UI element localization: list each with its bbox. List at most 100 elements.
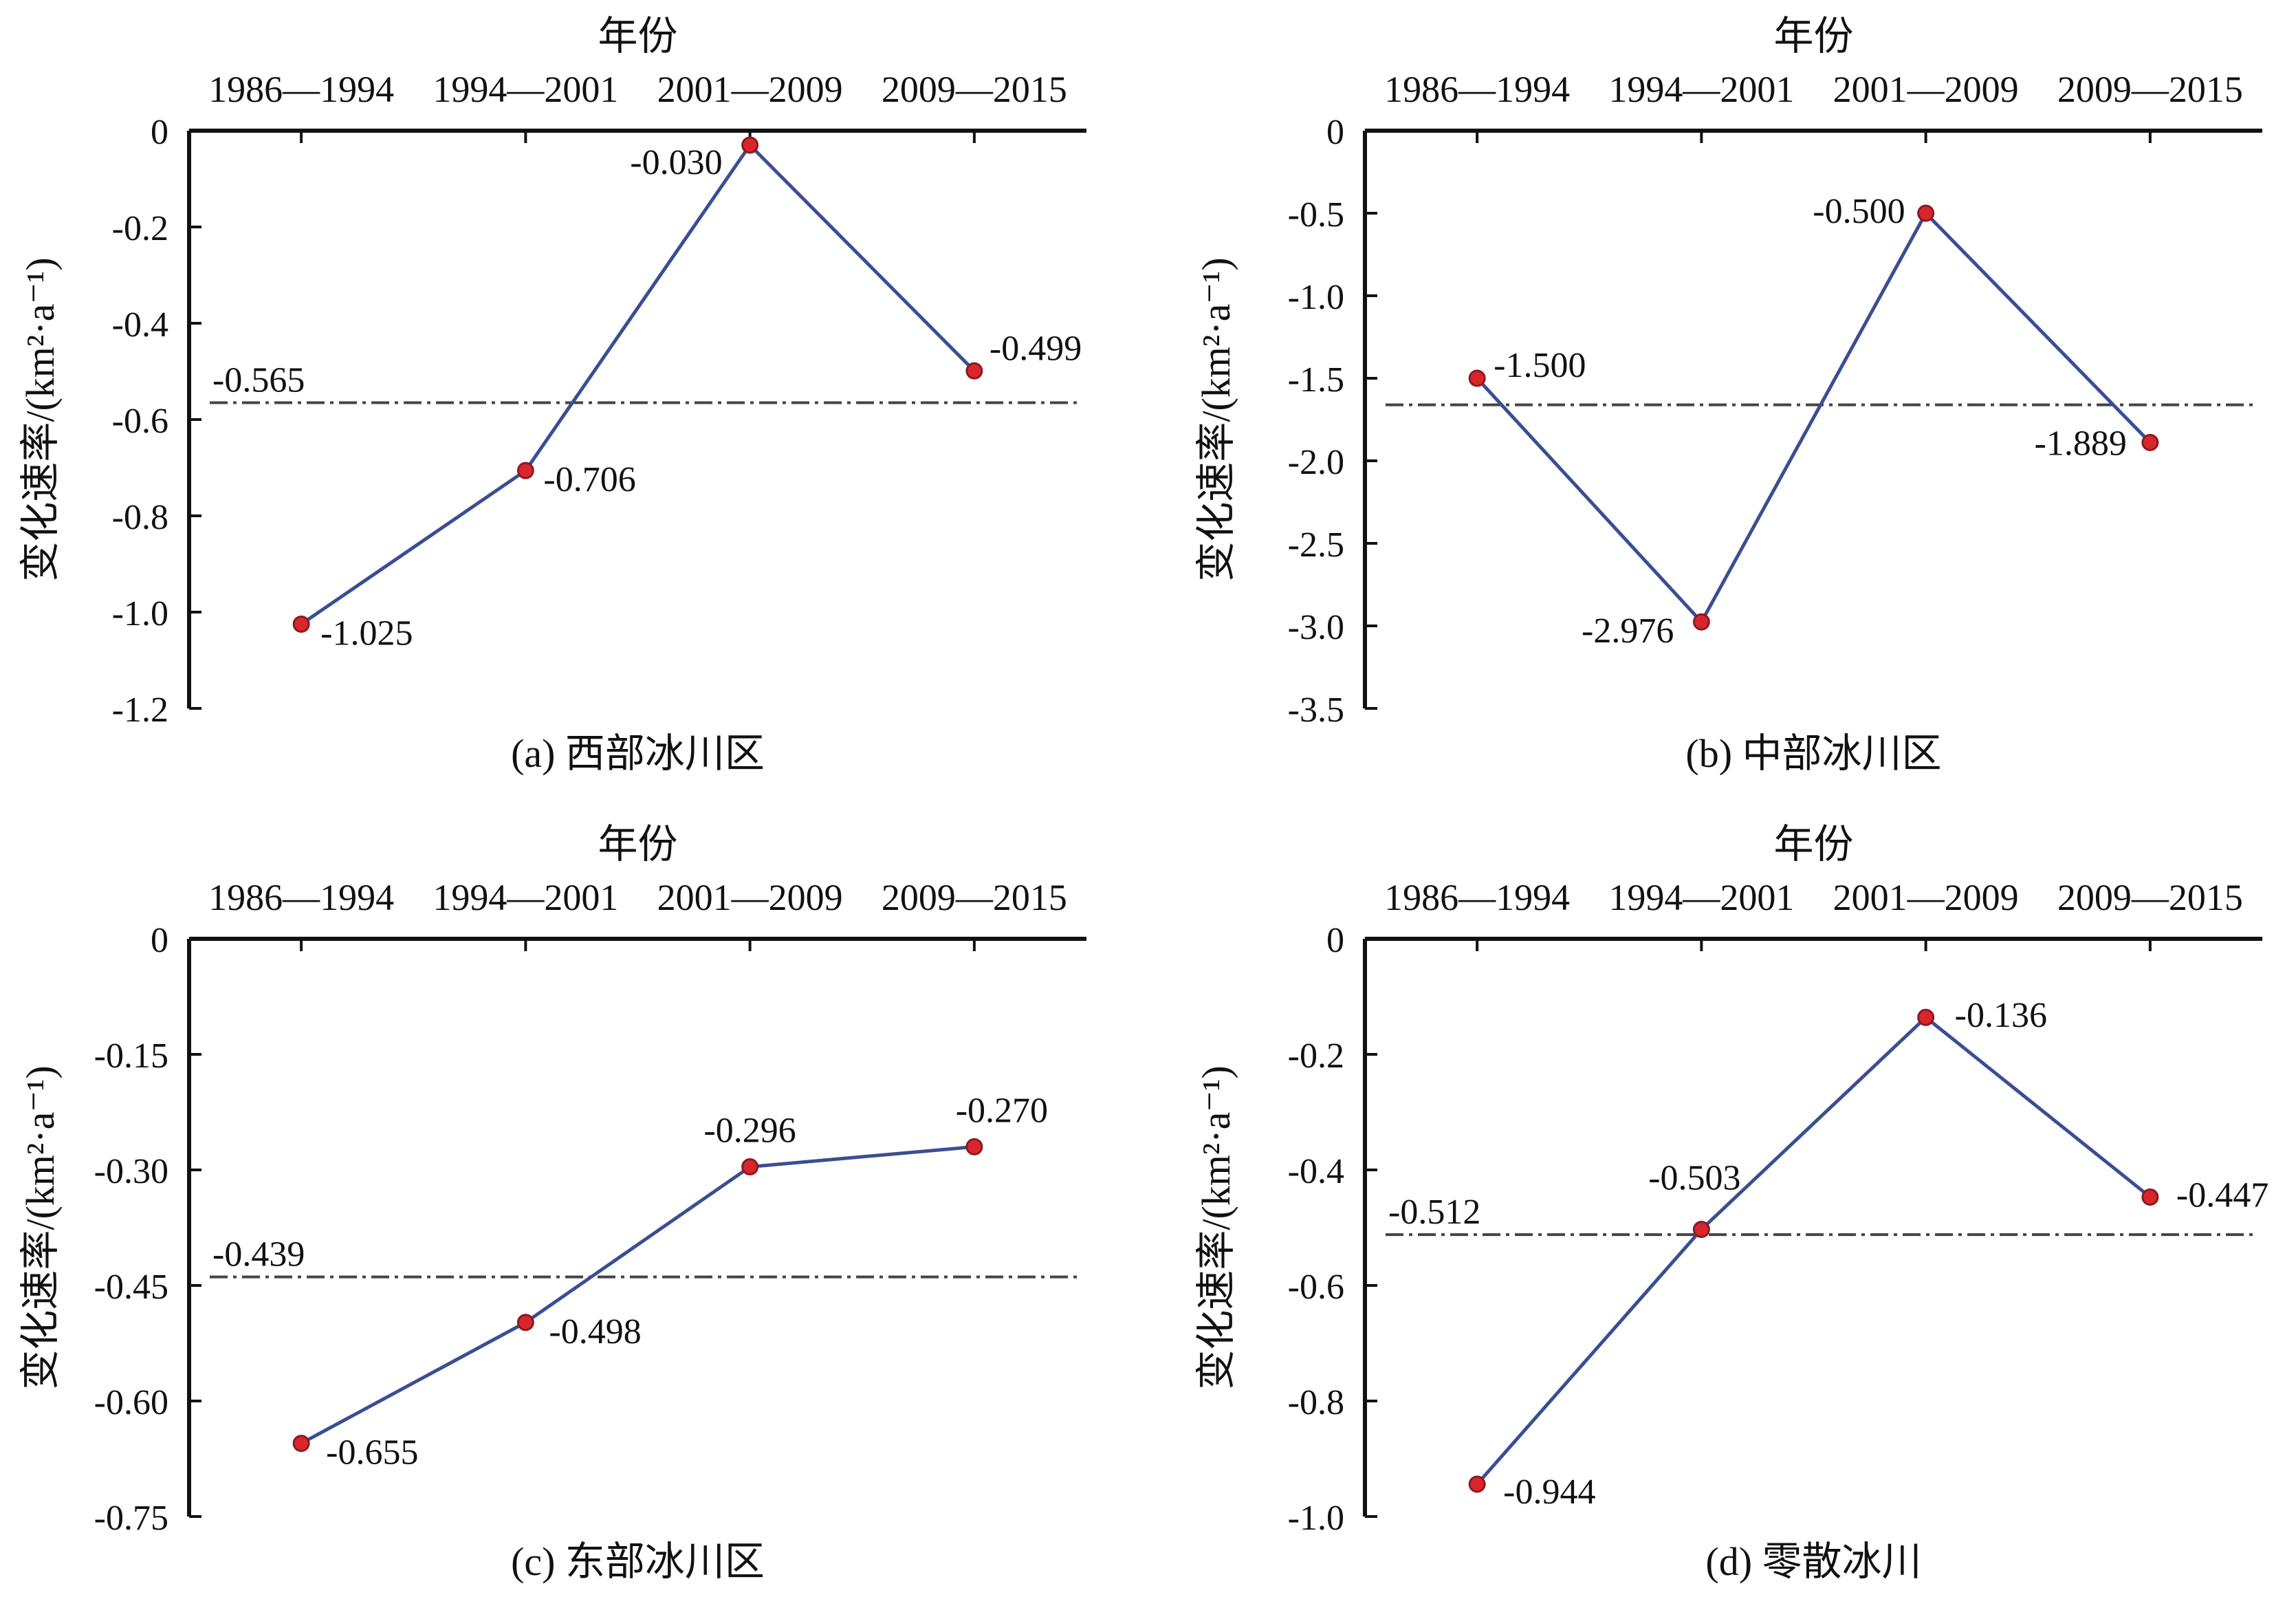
y-tick-label: -0.60 [94, 1383, 168, 1422]
data-label: -1.025 [320, 614, 413, 653]
data-label: -0.503 [1648, 1159, 1740, 1198]
data-point [741, 136, 759, 154]
data-label: -0.270 [956, 1091, 1048, 1130]
data-point [1468, 369, 1486, 387]
data-point [1692, 1221, 1710, 1239]
x-axis-title: 年份 [1773, 14, 1853, 58]
y-tick-label: -0.75 [94, 1499, 168, 1538]
mean-label: -0.439 [212, 1235, 305, 1274]
y-tick-label: 0 [1326, 921, 1344, 960]
series-line [300, 143, 976, 626]
mean-label: -0.565 [212, 361, 305, 400]
x-tick-label: 2001—2009 [1833, 877, 2019, 918]
data-label: -0.655 [326, 1433, 418, 1473]
y-tick-label: -1.2 [112, 691, 168, 730]
data-label: -0.447 [2176, 1175, 2268, 1215]
x-axis-title: 年份 [598, 14, 677, 58]
x-tick-label: 1986—1994 [1384, 69, 1570, 110]
y-tick-label: -2.0 [1288, 443, 1344, 482]
y-tick-label: -1.5 [1288, 360, 1344, 400]
panel-caption: (a) 西部冰川区 [511, 731, 765, 776]
data-point [2141, 433, 2159, 451]
y-axis-title: 变化速率/(km²·a⁻¹) [18, 1065, 63, 1389]
data-point [516, 1314, 534, 1332]
panel-c: 1986—1994 1994—2001 2001—2009 2009—2015 年份 0 -… [18, 822, 1086, 1584]
y-tick-label: -0.4 [112, 305, 168, 345]
y-tick-label: -0.6 [1288, 1268, 1344, 1307]
panel-a: 1986—1994 1994—2001 2001—2009 2009—2015 年份 0 -… [18, 14, 1086, 776]
y-tick-label: -0.15 [94, 1036, 168, 1076]
panel-caption: (d) 零散冰川 [1705, 1539, 1921, 1584]
x-tick-label: 1994—2001 [433, 69, 618, 110]
data-label: -2.976 [1582, 611, 1674, 651]
y-tick-label: 0 [151, 113, 168, 152]
data-point [1917, 1008, 1935, 1026]
data-label: -1.500 [1494, 346, 1586, 385]
y-tick-label: -3.0 [1288, 608, 1344, 647]
y-axis-title: 变化速率/(km²·a⁻¹) [1194, 1065, 1238, 1389]
y-tick-label: -1.0 [112, 594, 168, 633]
x-tick-label: 2001—2009 [1833, 69, 2019, 110]
data-label: -0.296 [703, 1111, 796, 1151]
x-axis-title: 年份 [1773, 822, 1853, 867]
data-point [1468, 1475, 1486, 1493]
y-tick-label: -0.2 [1288, 1036, 1344, 1076]
mean-label: -0.512 [1388, 1193, 1480, 1232]
y-tick-label: 0 [151, 921, 168, 960]
y-axis-title: 变化速率/(km²·a⁻¹) [18, 257, 63, 581]
y-tick-label: -3.5 [1288, 691, 1344, 730]
data-label: -0.498 [549, 1312, 641, 1351]
data-label: -0.944 [1503, 1473, 1595, 1512]
data-point [1692, 613, 1710, 631]
panel-caption: (b) 中部冰川区 [1685, 731, 1941, 776]
data-point [292, 1435, 310, 1453]
x-tick-label: 1986—1994 [208, 877, 394, 918]
data-label: -0.499 [990, 329, 1082, 368]
y-tick-label: 0 [1326, 113, 1344, 152]
data-label: -0.706 [543, 460, 635, 499]
x-tick-label: 1994—2001 [1608, 69, 1794, 110]
data-point [741, 1158, 759, 1176]
y-tick-label: -1.0 [1288, 278, 1344, 317]
x-tick-label: 1994—2001 [433, 877, 618, 918]
y-tick-label: -0.8 [1288, 1383, 1344, 1422]
y-tick-label: -0.6 [112, 402, 168, 441]
x-tick-label: 2001—2009 [657, 877, 843, 918]
panel-caption: (c) 东部冰川区 [511, 1539, 765, 1584]
x-tick-label: 1986—1994 [1384, 877, 1570, 918]
data-point [516, 461, 534, 479]
data-point [965, 1138, 983, 1155]
x-tick-label: 2001—2009 [657, 69, 843, 110]
x-tick-label: 1994—2001 [1608, 877, 1794, 918]
data-point [1917, 204, 1935, 222]
x-tick-label: 1986—1994 [208, 69, 394, 110]
x-tick-label: 2009—2015 [882, 69, 1067, 110]
data-label: -0.030 [630, 143, 722, 182]
x-tick-label: 2009—2015 [2057, 877, 2243, 918]
y-tick-label: -0.8 [112, 498, 168, 537]
panel-b: 1986—1994 1994—2001 2001—2009 2009—2015 年份 0 -… [1194, 14, 2262, 776]
y-tick-label: -0.4 [1288, 1152, 1344, 1191]
y-axis-title: 变化速率/(km²·a⁻¹) [1194, 257, 1238, 581]
series-line [1476, 211, 2152, 624]
panel-d: 1986—1994 1994—2001 2001—2009 2009—2015 年份 0 -… [1194, 822, 2268, 1584]
x-tick-label: 2009—2015 [882, 877, 1067, 918]
data-point [2141, 1188, 2159, 1206]
data-label: -1.889 [2035, 424, 2127, 463]
y-tick-label: -0.30 [94, 1152, 168, 1191]
data-point [292, 616, 310, 633]
y-tick-label: -2.5 [1288, 525, 1344, 565]
series-line [300, 1144, 975, 1445]
series-line [1476, 1015, 2152, 1486]
x-axis-title: 年份 [598, 822, 677, 867]
y-tick-label: -0.2 [112, 209, 168, 248]
y-tick-label: -0.5 [1288, 195, 1344, 235]
data-point [965, 362, 983, 380]
data-label: -0.136 [1955, 996, 2047, 1035]
data-label: -0.500 [1813, 192, 1905, 231]
x-tick-label: 2009—2015 [2057, 69, 2243, 110]
y-tick-label: -0.45 [94, 1268, 168, 1307]
y-tick-label: -1.0 [1288, 1499, 1344, 1538]
